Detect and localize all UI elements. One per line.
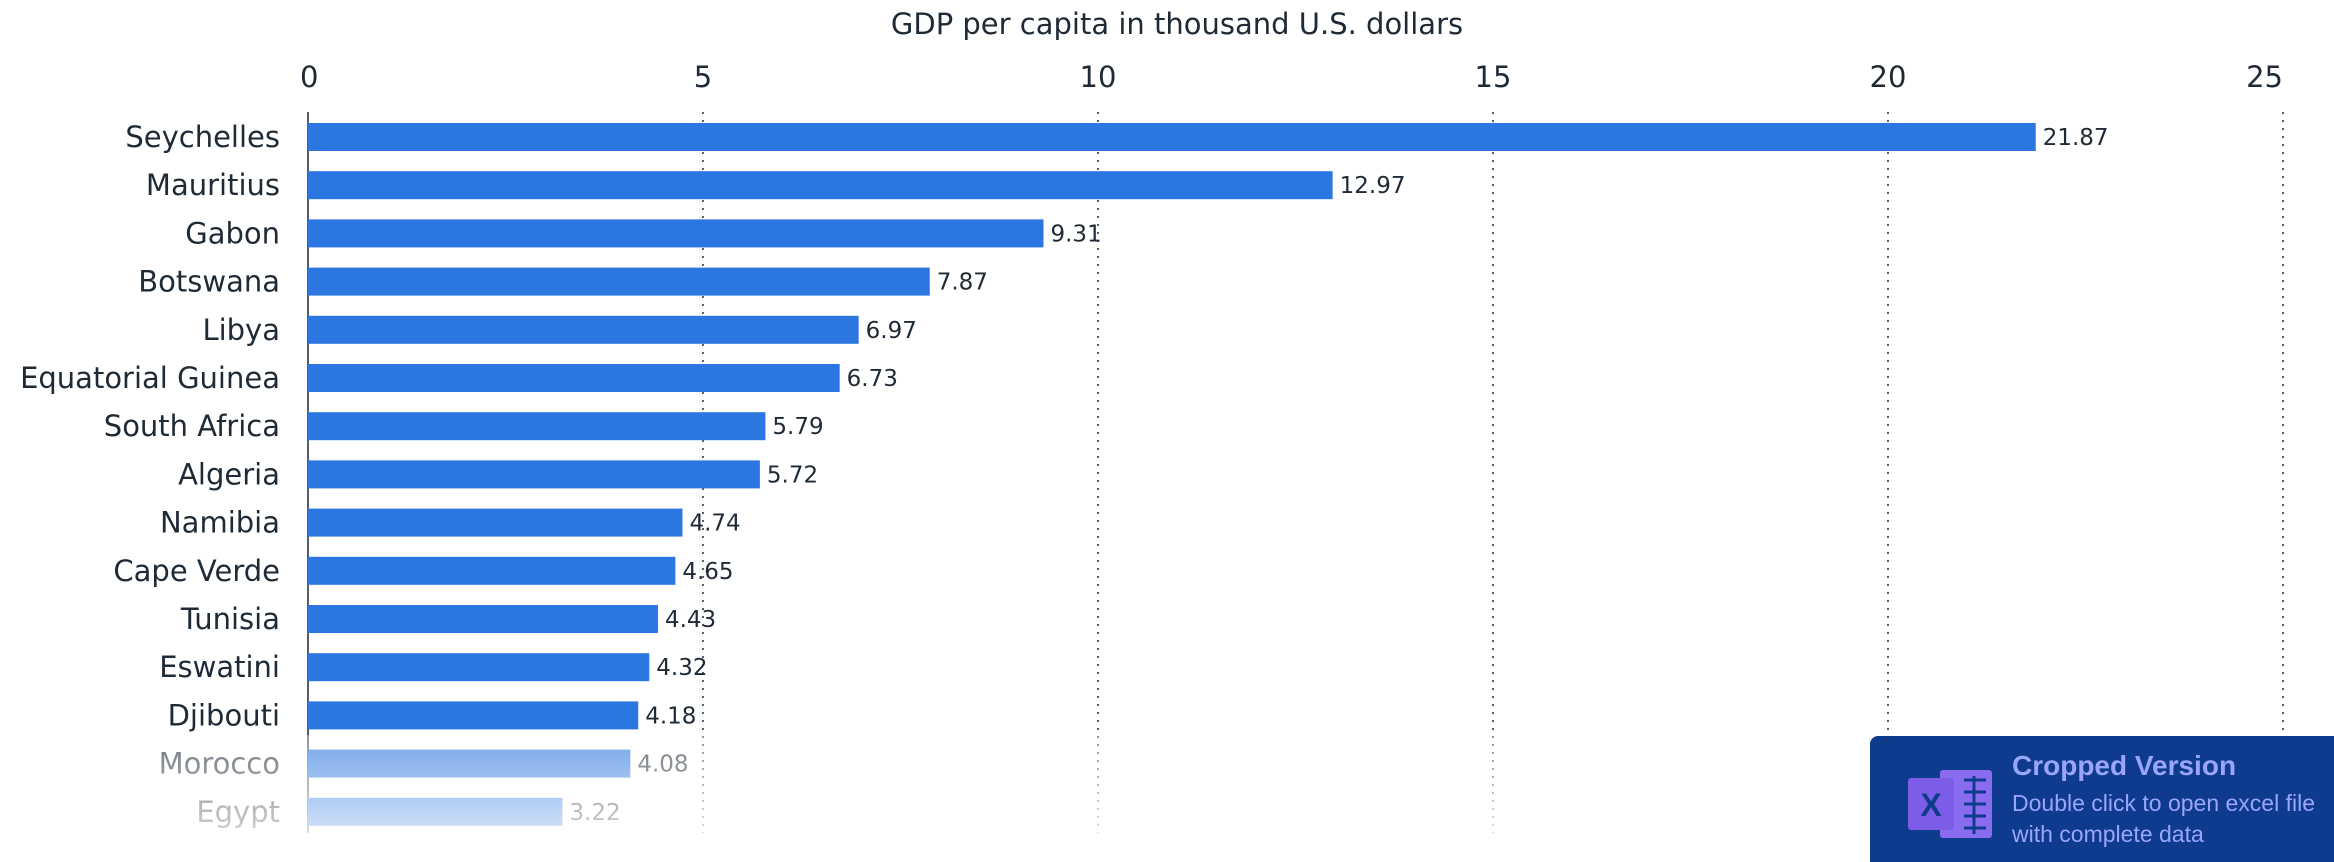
data-label: 4.74 xyxy=(689,511,740,537)
data-label: 12.97 xyxy=(1340,173,1406,199)
bar xyxy=(308,364,840,392)
data-label: 9.31 xyxy=(1050,221,1101,247)
category-label: Namibia xyxy=(160,506,280,540)
data-label: 4.08 xyxy=(637,752,688,778)
bar xyxy=(308,508,683,537)
bar xyxy=(308,171,1333,200)
banner-subtitle: Double click to open excel file with com… xyxy=(2012,790,2315,847)
category-label: Botswana xyxy=(138,265,280,299)
data-label: 21.87 xyxy=(2043,125,2109,151)
data-label: 4.43 xyxy=(665,607,716,633)
x-tick-label: 5 xyxy=(694,60,712,94)
x-axis-ticks: 0 5 10 15 20 25 xyxy=(300,60,2283,94)
category-label: Tunisia xyxy=(180,602,280,636)
chart-title: GDP per capita in thousand U.S. dollars xyxy=(891,7,1463,41)
bar xyxy=(308,556,676,585)
svg-text:X: X xyxy=(1920,787,1942,823)
x-tick-label: 10 xyxy=(1080,60,1117,94)
bar xyxy=(308,219,1044,248)
bar xyxy=(308,605,658,633)
data-label: 4.18 xyxy=(645,703,696,729)
data-label: 5.79 xyxy=(772,414,823,440)
category-label: Eswatini xyxy=(159,650,280,684)
category-labels: Seychelles Mauritius Gabon Botswana Libya Equ… xyxy=(20,120,280,829)
category-label: Equatorial Guinea xyxy=(20,361,280,395)
data-label: 6.73 xyxy=(847,366,898,392)
banner-title: Cropped Version xyxy=(2012,750,2237,781)
excel-icon: X xyxy=(1908,770,1992,838)
x-tick-label: 0 xyxy=(300,60,318,94)
bar xyxy=(308,653,650,682)
category-label: Libya xyxy=(202,313,280,347)
category-label: Seychelles xyxy=(125,120,280,154)
category-label: Cape Verde xyxy=(113,554,280,588)
bar xyxy=(308,412,766,441)
data-label: 7.87 xyxy=(937,270,988,296)
bar xyxy=(308,315,859,344)
cropped-version-banner[interactable]: X Cropped Version Double click to open e… xyxy=(1870,736,2334,862)
category-label: Gabon xyxy=(185,216,280,250)
category-label: Algeria xyxy=(178,457,280,491)
category-label: Morocco xyxy=(159,747,280,781)
category-label: Djibouti xyxy=(168,698,280,732)
data-label: 5.72 xyxy=(767,462,818,488)
data-label: 4.65 xyxy=(682,559,733,585)
category-label: South Africa xyxy=(104,409,280,443)
data-label: 6.97 xyxy=(866,318,917,344)
bar xyxy=(308,797,563,826)
bar xyxy=(308,749,631,778)
bars xyxy=(308,123,2036,826)
x-tick-label: 25 xyxy=(2246,60,2283,94)
bar xyxy=(308,123,2036,151)
bar xyxy=(308,267,930,296)
bar xyxy=(308,701,639,730)
category-label: Mauritius xyxy=(146,168,280,202)
gridlines xyxy=(702,112,2284,833)
data-label: 4.32 xyxy=(656,655,707,681)
data-label: 3.22 xyxy=(569,800,620,826)
x-tick-label: 20 xyxy=(1870,60,1907,94)
x-tick-label: 15 xyxy=(1475,60,1512,94)
category-label: Egypt xyxy=(196,795,280,829)
bar xyxy=(308,460,760,489)
